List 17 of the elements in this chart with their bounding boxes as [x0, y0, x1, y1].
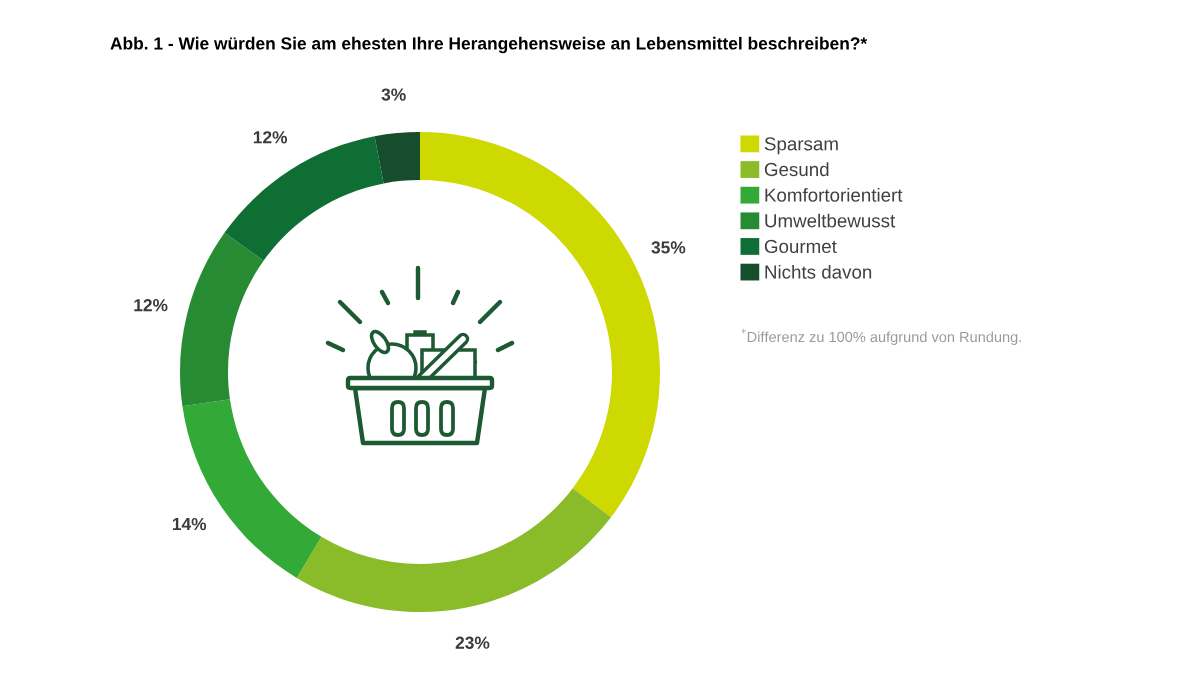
data-label: 12% [253, 131, 288, 144]
data-label: 12% [134, 299, 168, 312]
legend-label: Komfortorientiert [765, 188, 903, 202]
donut-slice [180, 232, 264, 407]
data-label: 14% [172, 517, 207, 531]
legend-label: Gesund [764, 162, 829, 177]
donut-slice [296, 488, 611, 612]
data-label: 3% [381, 88, 406, 101]
donut-slice [374, 132, 420, 184]
legend-label: Umweltbewusst [765, 213, 896, 228]
legend-label: Gourmet [764, 239, 837, 254]
chart-title: Abb. 1 - Wie würden Sie am ehesten Ihre Herangehensweise an Lebensmittel beschreiben?* [110, 36, 868, 54]
data-label: 23% [455, 636, 490, 649]
text: $^{*}$Differenz zu 100% aufgrund von Rundung. [741, 328, 1021, 346]
data-label: 35% [651, 241, 686, 254]
legend-label: Nichts davon [765, 264, 872, 279]
legend-label: Sparsam [764, 137, 838, 155]
